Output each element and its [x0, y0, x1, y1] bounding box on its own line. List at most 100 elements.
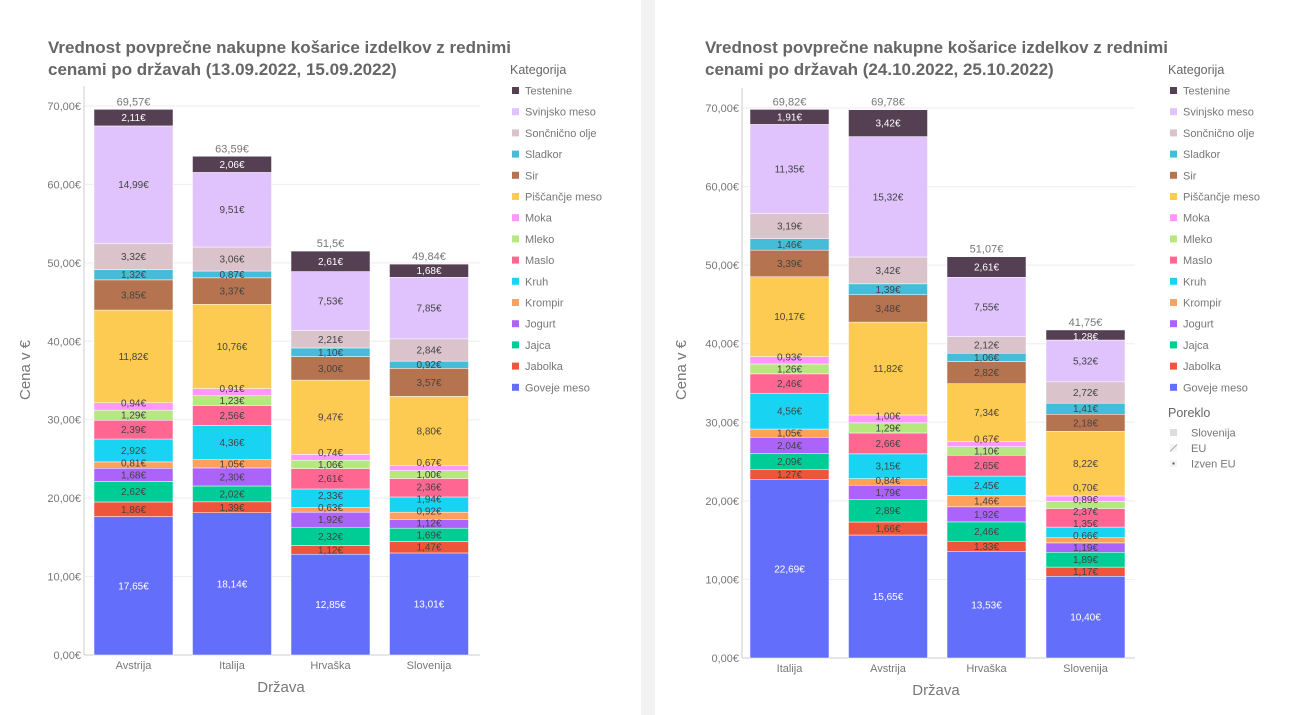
legend-item-jogurt[interactable]: Jogurt: [512, 319, 556, 331]
legend-swatch: [1170, 108, 1177, 116]
legend-swatch: [512, 129, 519, 137]
data-label: 0,89€: [1073, 495, 1098, 506]
legend-item-izven-eu[interactable]: Izven EU: [1170, 459, 1236, 471]
bar-segment-soncnicno-olje[interactable]: [93, 243, 174, 270]
bar-segment-svinjsko-meso[interactable]: [1045, 339, 1126, 383]
bar-segment-piscancje-meso[interactable]: [290, 379, 371, 455]
bar-segment-svinjsko-meso[interactable]: [192, 172, 272, 248]
data-label: 2,45€: [974, 481, 999, 492]
legend-item-kruh[interactable]: Kruh: [512, 276, 548, 288]
bar-segment-kruh[interactable]: [749, 392, 830, 430]
legend-swatch: [1170, 214, 1177, 222]
bar-segment-testenine[interactable]: [848, 109, 928, 137]
bar-segment-svinjsko-meso[interactable]: [389, 277, 469, 340]
legend-item-soncnicno-olje[interactable]: Sončnično olje: [512, 128, 597, 140]
legend-item-piscancje-meso[interactable]: Piščančje meso: [1170, 192, 1260, 204]
bar-segment-goveje-meso[interactable]: [946, 551, 1027, 659]
legend-item-sladkor[interactable]: Sladkor: [512, 149, 563, 161]
data-label: 1,86€: [121, 505, 146, 516]
bar-segment-goveje-meso[interactable]: [848, 534, 928, 659]
y-axis-title: Cena v €: [17, 339, 34, 400]
bar-segment-goveje-meso[interactable]: [389, 552, 469, 656]
legend-item-moka[interactable]: Moka: [512, 213, 553, 225]
legend-item-jabolka[interactable]: Jabolka: [1170, 361, 1222, 373]
legend-item-slovenija[interactable]: Slovenija: [1170, 428, 1237, 440]
legend-item-testenine[interactable]: Testenine: [1170, 86, 1230, 98]
bar-segment-testenine[interactable]: [946, 256, 1027, 278]
bar-segment-kruh[interactable]: [192, 425, 272, 460]
y-tick-label: 70,00€: [705, 103, 739, 115]
legend-item-jabolka[interactable]: Jabolka: [512, 361, 564, 373]
y-tick-label: 10,00€: [705, 574, 739, 586]
bar-segment-piscancje-meso[interactable]: [946, 383, 1027, 442]
legend-item-sladkor[interactable]: Sladkor: [1170, 149, 1221, 161]
data-label: 1,12€: [416, 518, 441, 529]
x-tick-label: Slovenija: [1063, 663, 1109, 675]
data-label: 1,39€: [875, 285, 900, 296]
bar-segment-piscancje-meso[interactable]: [93, 309, 174, 404]
bar-segment-sir[interactable]: [93, 279, 174, 311]
legend-item-piscancje-meso[interactable]: Piščančje meso: [512, 192, 602, 204]
legend-swatch: [512, 214, 519, 222]
bar-segment-piscancje-meso[interactable]: [1045, 431, 1126, 497]
bar-segment-goveje-meso[interactable]: [290, 553, 371, 656]
bar-segment-goveje-meso[interactable]: [93, 516, 174, 656]
legend-item-jajca[interactable]: Jajca: [1170, 340, 1210, 352]
data-label: 1,33€: [974, 542, 999, 553]
bar-segment-sir[interactable]: [192, 277, 272, 305]
bar-segment-svinjsko-meso[interactable]: [93, 125, 174, 244]
data-label: 1,46€: [777, 240, 802, 251]
bar-segment-piscancje-meso[interactable]: [389, 396, 469, 466]
bar-segment-piscancje-meso[interactable]: [749, 276, 830, 357]
data-label: 2,30€: [219, 472, 244, 483]
y-tick-label: 20,00€: [47, 493, 81, 505]
bar-segment-svinjsko-meso[interactable]: [848, 136, 928, 258]
legend-item-maslo[interactable]: Maslo: [512, 255, 554, 267]
legend-item-jajca[interactable]: Jajca: [512, 340, 552, 352]
legend-item-maslo[interactable]: Maslo: [1170, 255, 1212, 267]
bar-segment-testenine[interactable]: [749, 109, 830, 125]
bar-segment-testenine[interactable]: [192, 156, 272, 173]
bar-segment-sir[interactable]: [749, 249, 830, 278]
legend-item-eu[interactable]: EU: [1169, 443, 1206, 455]
bar-segment-svinjsko-meso[interactable]: [946, 276, 1027, 337]
data-label: 3,06€: [219, 255, 244, 266]
legend-item-kruh[interactable]: Kruh: [1170, 276, 1206, 288]
data-label: 18,14€: [217, 579, 248, 590]
bar-segment-soncnicno-olje[interactable]: [848, 256, 928, 285]
bar-segment-testenine[interactable]: [1045, 329, 1126, 341]
y-tick-label: 0,00€: [711, 653, 739, 665]
bar-segment-svinjsko-meso[interactable]: [749, 124, 830, 214]
legend-item-svinjsko-meso[interactable]: Svinjsko meso: [1170, 107, 1254, 119]
data-label: 2,36€: [416, 482, 441, 493]
legend-item-jogurt[interactable]: Jogurt: [1170, 319, 1214, 331]
legend-item-mleko[interactable]: Mleko: [1170, 234, 1212, 246]
legend-item-testenine[interactable]: Testenine: [512, 86, 572, 98]
legend-label: Jabolka: [1183, 361, 1222, 373]
bar-segment-kruh[interactable]: [848, 453, 928, 479]
legend-item-krompir[interactable]: Krompir: [512, 298, 564, 310]
legend-item-goveje-meso[interactable]: Goveje meso: [1170, 382, 1248, 394]
legend-label: Sir: [1183, 170, 1197, 182]
legend-item-mleko[interactable]: Mleko: [512, 234, 554, 246]
bar-segment-sir[interactable]: [389, 368, 469, 397]
bar-segment-goveje-meso[interactable]: [192, 512, 272, 656]
bar-segment-testenine[interactable]: [389, 263, 469, 278]
legend-item-sir[interactable]: Sir: [512, 170, 539, 182]
bar-segment-testenine[interactable]: [93, 109, 174, 127]
legend-item-svinjsko-meso[interactable]: Svinjsko meso: [512, 107, 596, 119]
bar-stack-hrvaska: 13,53€ 1,33€ 2,46€ 1,92€ 1,46€ 2,45€ 2,65€ 1,10…: [946, 256, 1027, 659]
chart-panel-september: Vrednost povprečne nakupne košarice izde…: [0, 0, 641, 715]
legend-item-krompir[interactable]: Krompir: [1170, 298, 1222, 310]
legend-item-sir[interactable]: Sir: [1170, 170, 1197, 182]
bar-segment-svinjsko-meso[interactable]: [290, 271, 371, 331]
legend-item-goveje-meso[interactable]: Goveje meso: [512, 382, 590, 394]
bar-segment-goveje-meso[interactable]: [749, 479, 830, 659]
legend-swatch: [1170, 277, 1177, 285]
data-label: 4,36€: [219, 438, 244, 449]
legend-item-moka[interactable]: Moka: [1170, 213, 1211, 225]
legend-swatch: [1170, 171, 1177, 179]
legend-item-soncnicno-olje[interactable]: Sončnično olje: [1170, 128, 1255, 140]
bar-segment-sir[interactable]: [848, 294, 928, 323]
bar-segment-testenine[interactable]: [290, 250, 371, 272]
